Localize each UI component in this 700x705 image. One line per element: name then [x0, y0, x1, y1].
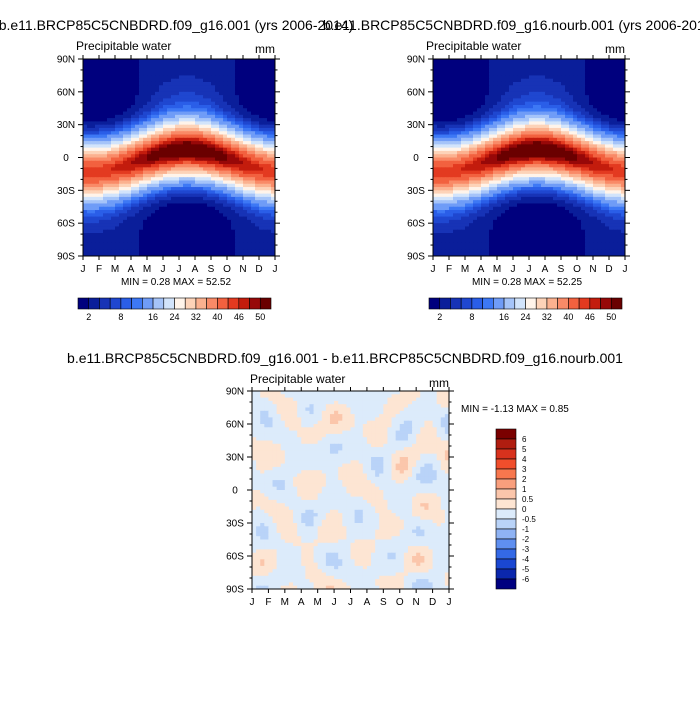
panel-1-min-max: MIN = 0.28 MAX = 52.52: [121, 277, 231, 288]
y-tick-label: 30S: [57, 186, 75, 197]
y-tick-label: 0: [63, 153, 69, 164]
panel-1-contour-field: [83, 59, 276, 257]
colorbar-box: [89, 298, 100, 309]
y-tick-label: 90N: [57, 55, 75, 66]
x-tick-label: J: [273, 264, 278, 275]
colorbar-box: [196, 298, 207, 309]
colorbar-box: [110, 298, 121, 309]
x-tick-label: F: [96, 264, 102, 275]
colorbar-tick-label: 16: [148, 312, 158, 322]
x-tick-label: A: [192, 264, 199, 275]
colorbar-tick-label: 2: [86, 312, 91, 322]
x-tick-label: S: [208, 264, 215, 275]
panel-2-contour-field: [433, 59, 626, 257]
y-tick-label: 60N: [57, 87, 75, 98]
y-tick-label: 60S: [57, 219, 75, 230]
panel-1-variable-label: Precipitable water: [76, 39, 171, 53]
colorbar-box: [153, 298, 164, 309]
x-tick-label: M: [143, 264, 151, 275]
colorbar-box: [78, 298, 89, 309]
panel-2-units-label: mm: [605, 42, 625, 56]
y-tick-label: 90S: [57, 252, 75, 263]
x-tick-label: O: [223, 264, 231, 275]
x-tick-label: J: [177, 264, 182, 275]
x-tick-label: J: [81, 264, 86, 275]
colorbar-box: [217, 298, 228, 309]
x-tick-label: M: [111, 264, 119, 275]
panel-2-variable-label: Precipitable water: [426, 39, 521, 53]
colorbar-box: [99, 298, 110, 309]
colorbar-box: [207, 298, 218, 309]
y-tick-label: 30N: [57, 120, 75, 131]
panel-1-title: b.e11.BRCP85C5CNBDRD.f09_g16.001 (yrs 20…: [0, 17, 353, 33]
x-tick-label: A: [128, 264, 135, 275]
colorbar-box: [228, 298, 239, 309]
colorbar-box: [250, 298, 261, 309]
panel-1: b.e11.BRCP85C5CNBDRD.f09_g16.001 (yrs 20…: [0, 17, 353, 322]
colorbar-tick-label: 46: [234, 312, 244, 322]
colorbar-box: [175, 298, 186, 309]
colorbar-tick-label: 24: [169, 312, 179, 322]
colorbar-tick-label: 32: [191, 312, 201, 322]
colorbar-box: [239, 298, 250, 309]
colorbar-tick-label: 8: [118, 312, 123, 322]
x-tick-label: D: [255, 264, 262, 275]
colorbar-box: [132, 298, 143, 309]
colorbar-box: [142, 298, 153, 309]
x-tick-label: N: [239, 264, 246, 275]
colorbar-box: [164, 298, 175, 309]
panel-2-title: b.e11.BRCP85C5CNBDRD.f09_g16.nourb.001 (…: [323, 17, 700, 33]
panel-1-units-label: mm: [255, 42, 275, 56]
colorbar-box: [260, 298, 271, 309]
colorbar-box: [185, 298, 196, 309]
colorbar-tick-label: 40: [212, 312, 222, 322]
colorbar-tick-label: 50: [255, 312, 265, 322]
panel-2: b.e11.BRCP85C5CNBDRD.f09_g16.nourb.001 (…: [323, 17, 700, 322]
panel-1-colorbar: 2 8 16 24 32 40 46 50: [78, 298, 271, 322]
x-tick-label: J: [161, 264, 166, 275]
colorbar-box: [121, 298, 132, 309]
